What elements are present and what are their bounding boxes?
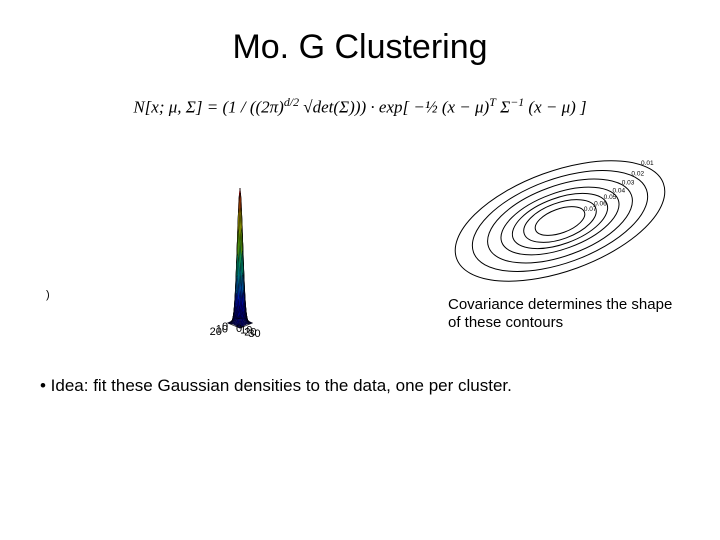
svg-text:30: 30 <box>248 328 260 340</box>
svg-text:0.07: 0.07 <box>584 206 597 213</box>
contour-caption: Covariance determines the shape of these… <box>448 296 680 334</box>
contour-svg: 0.010.020.030.040.050.060.07 <box>440 156 680 286</box>
contour-column: 0.010.020.030.040.050.060.07 Covariance … <box>440 148 680 334</box>
svg-text:0.03: 0.03 <box>622 179 635 186</box>
surface-svg: 010203001020) <box>40 148 430 348</box>
gaussian-3d-surface-plot: 010203001020) <box>40 148 430 348</box>
figure-row: 010203001020) 0.010.020.030.040.050.060.… <box>40 148 680 348</box>
svg-text:0.02: 0.02 <box>631 170 644 177</box>
page-title: Mo. G Clustering <box>40 28 680 67</box>
idea-bullet: • Idea: fit these Gaussian densities to … <box>40 376 680 396</box>
gaussian-contour-plot: 0.010.020.030.040.050.060.07 <box>440 156 680 286</box>
svg-text:0.01: 0.01 <box>641 160 654 167</box>
svg-text:20: 20 <box>210 326 222 338</box>
gaussian-pdf-formula: N[x; μ, Σ] = (1 / ((2π)d/2 √det(Σ))) · e… <box>40 95 680 118</box>
svg-text:): ) <box>46 289 50 301</box>
